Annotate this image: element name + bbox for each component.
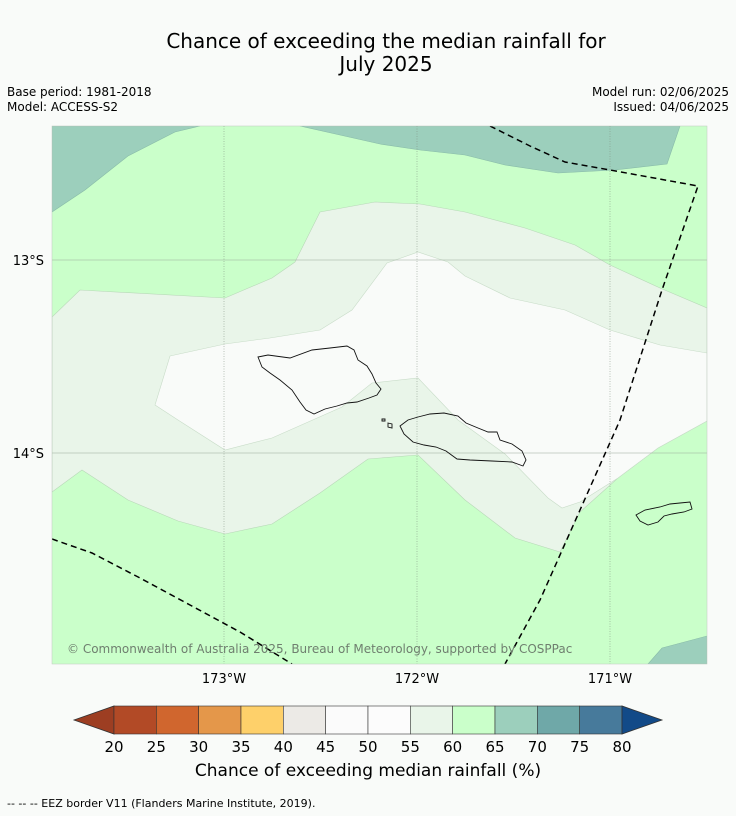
- colorbar-tick-label: 30: [189, 738, 208, 756]
- colorbar-title: Chance of exceeding median rainfall (%): [194, 761, 542, 781]
- map-title: Chance of exceeding the median rainfall …: [0, 30, 736, 76]
- eez-border: [52, 126, 699, 664]
- band-65-70-bottomright: [647, 635, 707, 664]
- model-name: Model: ACCESS-S2: [7, 100, 119, 114]
- manono-islet: [387, 422, 393, 429]
- colorbar-swatch: [156, 705, 199, 735]
- eez-footnote: -- -- -- EEZ border V11 (Flanders Marine…: [7, 797, 316, 810]
- colorbar-tick-label: 75: [570, 738, 589, 756]
- lon-label-172w: 172°W: [395, 672, 439, 687]
- gridlines: [223, 126, 611, 664]
- colorbar-tick-label: 20: [104, 738, 123, 756]
- apolima-islet: [381, 418, 386, 422]
- colorbar-tick-label: 25: [147, 738, 166, 756]
- base-period: Base period: 1981-2018: [7, 85, 152, 99]
- colorbar-swatch: [283, 705, 326, 735]
- lat-label-14s: 14°S: [13, 447, 44, 462]
- colorbar-swatch: [410, 705, 453, 735]
- map: © Commonwealth of Australia 2025, Bureau…: [13, 125, 708, 687]
- meta-left: Base period: 1981-2018 Model: ACCESS-S2: [7, 85, 152, 115]
- map-frame: [51, 125, 708, 665]
- model-run: Model run: 02/06/2025: [591, 85, 729, 99]
- colorbar: 20 25 30 35 40 45 50 55 60 65 70 75 80: [72, 705, 664, 756]
- colorbar-swatch: [537, 705, 580, 735]
- colorbar-tick-label: 50: [358, 738, 377, 756]
- lon-label-171w: 171°W: [588, 672, 632, 687]
- colorbar-under-arrow: [72, 705, 115, 735]
- colorbar-swatch: [452, 705, 496, 735]
- tutuila-island: [635, 501, 693, 526]
- meta-right: Model run: 02/06/2025 Issued: 04/06/2025: [592, 85, 729, 115]
- colorbar-tick-label: 35: [231, 738, 250, 756]
- savaii-island: [257, 345, 382, 415]
- upolu-island: [399, 412, 527, 467]
- colorbar-tick-label: 80: [612, 738, 631, 756]
- colorbar-swatch: [113, 705, 157, 735]
- title-line-1: Chance of exceeding the median rainfall …: [166, 29, 606, 53]
- colorbar-swatch: [367, 705, 411, 735]
- colorbar-tick-label: 55: [401, 738, 420, 756]
- lat-gridlines: [52, 259, 707, 454]
- colorbar-tick-label: 65: [485, 738, 504, 756]
- map-panel: © Commonwealth of Australia 2025, Bureau…: [52, 126, 707, 664]
- colorbar-over-arrow: [621, 705, 664, 735]
- colorbar-tick-label: 45: [316, 738, 335, 756]
- colorbar-swatch: [325, 705, 369, 735]
- band-65-70-topright: [299, 126, 681, 174]
- lat-label-13s: 13°S: [13, 254, 44, 269]
- band-50-55: [154, 251, 707, 509]
- colorbar-swatch: [494, 705, 538, 735]
- lon-label-173w: 173°W: [202, 672, 246, 687]
- band-65-70-topleft: [52, 126, 201, 213]
- colorbar-swatch: [579, 705, 623, 735]
- colorbar-swatch: [240, 705, 284, 735]
- copyright-note: © Commonwealth of Australia 2025, Bureau…: [67, 642, 572, 656]
- colorbar-tick-label: 40: [274, 738, 293, 756]
- issued-date: Issued: 04/06/2025: [613, 100, 729, 114]
- colorbar-tick-label: 60: [443, 738, 462, 756]
- title-line-2: July 2025: [339, 52, 433, 76]
- colorbar-swatch: [198, 705, 242, 735]
- colorbar-tick-label: 70: [528, 738, 547, 756]
